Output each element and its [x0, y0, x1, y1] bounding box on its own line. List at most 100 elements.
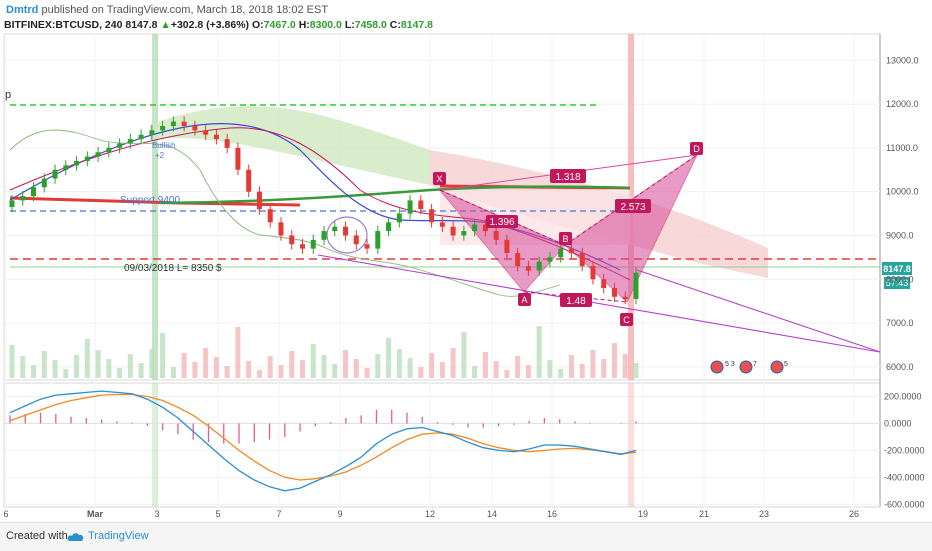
low-value: 7458.0	[354, 19, 387, 31]
svg-text:2.573: 2.573	[620, 202, 645, 213]
candle-body	[224, 139, 230, 148]
candle-body	[95, 152, 101, 157]
volume-bar	[170, 367, 176, 378]
volume-bar	[213, 357, 219, 378]
volume-bar	[375, 354, 381, 378]
highlight-circle	[326, 216, 368, 254]
candle-body	[429, 209, 435, 223]
event-icon-us-2[interactable]: 7	[739, 360, 757, 374]
candle-body	[9, 200, 15, 207]
volume-bar	[106, 359, 112, 378]
time-tick-label: 3	[154, 509, 159, 519]
price-tick-label: 12000.0	[886, 99, 919, 109]
harmonic-xb-dashed	[439, 189, 566, 246]
svg-text:1.396: 1.396	[489, 217, 514, 228]
point-b-label: B	[559, 232, 572, 245]
candle-body	[256, 191, 262, 210]
candle-body	[192, 125, 198, 131]
ohlc-line: BITFINEX:BTCUSD, 240 8147.8 ▲+302.8 (+3.…	[4, 19, 433, 31]
green-highlight-band	[152, 34, 158, 380]
volume-bar	[117, 368, 123, 378]
ratio-label-148: 1.48	[560, 293, 592, 307]
candle-body	[74, 161, 80, 166]
low-label: L:	[344, 19, 355, 31]
tradingview-link[interactable]: TradingView	[88, 530, 149, 542]
countdown-tag: 57:43	[884, 277, 910, 289]
author-link[interactable]: Dmtrd	[6, 4, 39, 16]
volume-bar	[246, 361, 252, 378]
volume-bar	[547, 360, 553, 378]
svg-text:57:43: 57:43	[886, 278, 909, 288]
tradingview-cloud-icon	[67, 533, 84, 541]
candle-body	[170, 121, 176, 126]
support-label: Support 9400	[120, 195, 180, 206]
green-thick-line	[159, 185, 631, 205]
last-price: 8147.8	[125, 19, 158, 31]
candle-body	[418, 200, 424, 210]
macd-tick-label: -600.0000	[884, 499, 925, 509]
candle-body	[149, 130, 155, 135]
volume-bar	[439, 362, 445, 378]
grid-lines	[4, 34, 880, 507]
candle-body	[558, 248, 564, 258]
price-axis[interactable]: 13000.0 12000.0 11000.0 10000.0 9000.0 8000.0…	[886, 55, 919, 372]
volume-bar	[84, 339, 90, 378]
volume-bar	[611, 343, 617, 378]
close-label: C:	[389, 19, 401, 31]
volume-bar	[493, 361, 499, 378]
candle-body	[515, 252, 521, 267]
symbol-label[interactable]: BITFINEX:BTCUSD, 240	[4, 19, 123, 31]
volume-bar	[558, 369, 564, 378]
candle-body	[289, 235, 295, 245]
chart-header: Dmtrd published on TradingView.com, Marc…	[0, 0, 932, 34]
volume-bar	[364, 368, 370, 378]
candle-body	[117, 143, 123, 148]
time-tick-label: 26	[849, 509, 859, 519]
candle-body	[63, 165, 69, 170]
candle-body	[213, 134, 219, 140]
svg-text:B: B	[562, 234, 568, 244]
point-x-label: X	[433, 172, 446, 185]
candle-body	[375, 231, 381, 249]
svg-text:7: 7	[753, 361, 757, 368]
candle-body	[611, 288, 617, 297]
time-tick-label: 23	[759, 509, 769, 519]
macd-axis[interactable]: 200.0000 0.0000 -200.0000 -400.0000 -600.000…	[884, 391, 925, 509]
bullish-sub-label: +2	[155, 151, 165, 160]
candle-body	[386, 222, 392, 232]
volume-bar	[192, 362, 198, 378]
volume-bar	[525, 365, 531, 378]
change-arrow-icon: ▲	[160, 19, 171, 31]
volume-bar	[536, 326, 542, 378]
footer-bar: Created with TradingView	[0, 522, 932, 551]
price-tick-label: 6000.0	[886, 362, 914, 372]
candle-body	[181, 121, 187, 126]
price-tick-label: 10000.0	[886, 187, 919, 197]
event-icon-us-3[interactable]: 5	[770, 360, 788, 374]
time-axis[interactable]: 6 Mar 3 5 7 9 12 14 16 19 21 23 26	[3, 509, 859, 519]
candle-body	[246, 169, 252, 192]
macd-tick-label: -400.0000	[884, 472, 925, 482]
volume-bar	[450, 348, 456, 378]
volume-bar	[181, 353, 187, 378]
candle-body	[568, 248, 574, 253]
candle-body	[364, 244, 370, 249]
event-icon-us-1[interactable]: 5 3	[710, 360, 735, 374]
volume-bar	[418, 367, 424, 378]
volume-bar	[74, 355, 80, 378]
volume-bar	[396, 349, 402, 378]
volume-bar	[224, 366, 230, 378]
svg-text:1.48: 1.48	[566, 296, 586, 307]
candle-body	[332, 226, 338, 232]
svg-text:5 3: 5 3	[725, 361, 735, 368]
point-d-label: D	[690, 142, 703, 155]
chart-canvas[interactable]: p Support 9400 09/03/2018 L= 8350 $ Bull…	[0, 0, 932, 522]
level-note-label: 09/03/2018 L= 8350 $	[124, 263, 222, 274]
macd-pane[interactable]	[3, 382, 881, 508]
candle-body	[525, 266, 531, 271]
volume-bar	[31, 365, 37, 378]
svg-text:D: D	[693, 144, 700, 154]
last-price-tag: 8147.8	[882, 262, 912, 275]
svg-text:X: X	[436, 174, 442, 184]
volume-bar	[299, 360, 305, 378]
